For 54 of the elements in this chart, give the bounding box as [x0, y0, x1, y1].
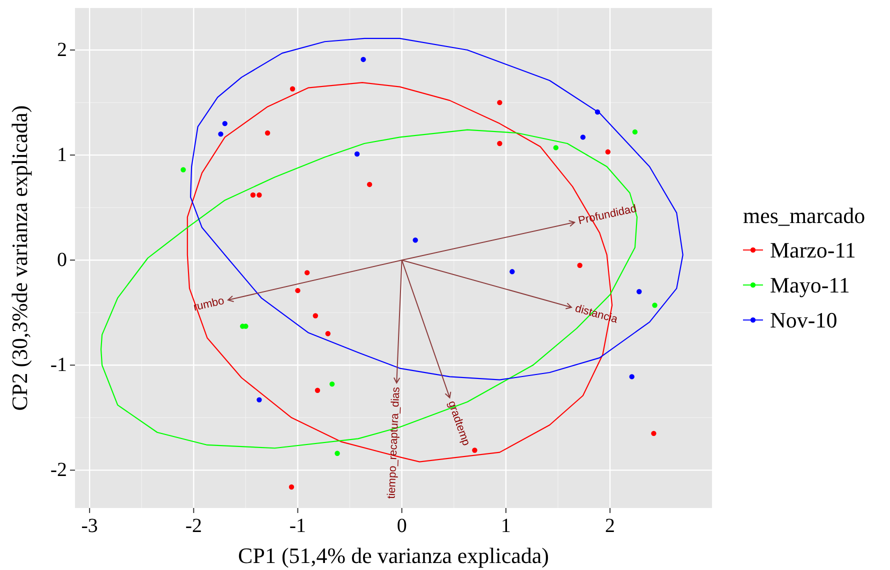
- point: [497, 140, 502, 146]
- point: [256, 192, 262, 198]
- y-tick-label: 1: [57, 144, 67, 166]
- point: [594, 109, 600, 115]
- point: [314, 388, 320, 393]
- point: [412, 238, 418, 243]
- legend-title: mes_marcado: [743, 203, 866, 228]
- legend-label: Nov-10: [770, 308, 838, 332]
- point: [629, 374, 634, 380]
- x-tick-label: 1: [500, 515, 511, 537]
- x-tick-label: 2: [604, 515, 615, 537]
- point: [652, 302, 658, 308]
- point: [577, 262, 582, 268]
- point: [295, 288, 300, 294]
- annotation: tiempo_recaptura_dias: [386, 386, 402, 500]
- point: [218, 131, 224, 137]
- point: [360, 56, 366, 62]
- x-tick-label: -3: [81, 515, 98, 537]
- point: [553, 145, 558, 150]
- point: [290, 86, 296, 92]
- x-tick-label: -2: [185, 515, 202, 537]
- y-tick-label: 0: [57, 249, 67, 272]
- point: [580, 134, 586, 140]
- point: [497, 100, 502, 106]
- annotation: rumbo: [192, 294, 226, 314]
- point: [632, 129, 638, 135]
- point: [264, 130, 270, 136]
- point: [312, 313, 318, 318]
- x-tick-label: -1: [289, 515, 306, 537]
- point: [354, 151, 360, 157]
- point: [510, 269, 515, 274]
- point: [288, 484, 294, 490]
- point: [651, 430, 656, 436]
- point: [250, 192, 256, 198]
- point: [180, 167, 186, 172]
- y-tick-label: -1: [50, 354, 67, 376]
- point: [304, 270, 310, 276]
- y-axis-title: CP2 (30,3%de varianza explicada): [7, 105, 32, 411]
- point: [605, 149, 611, 155]
- point: [366, 182, 372, 188]
- legend-label: Marzo-11: [770, 238, 856, 262]
- x-axis-title: CP1 (51,4% de varianza explicada): [238, 543, 549, 568]
- point: [222, 120, 228, 126]
- point: [256, 397, 262, 402]
- x-tick-label: 0: [396, 515, 407, 537]
- legend-label: Mayo-11: [770, 272, 850, 298]
- point: [636, 289, 642, 294]
- point: [334, 450, 340, 456]
- point: [325, 331, 331, 336]
- annotation: distancia: [574, 302, 620, 326]
- y-tick-label: -2: [50, 459, 67, 482]
- y-tick-label: 2: [57, 39, 67, 62]
- point: [472, 448, 478, 453]
- point: [329, 381, 335, 387]
